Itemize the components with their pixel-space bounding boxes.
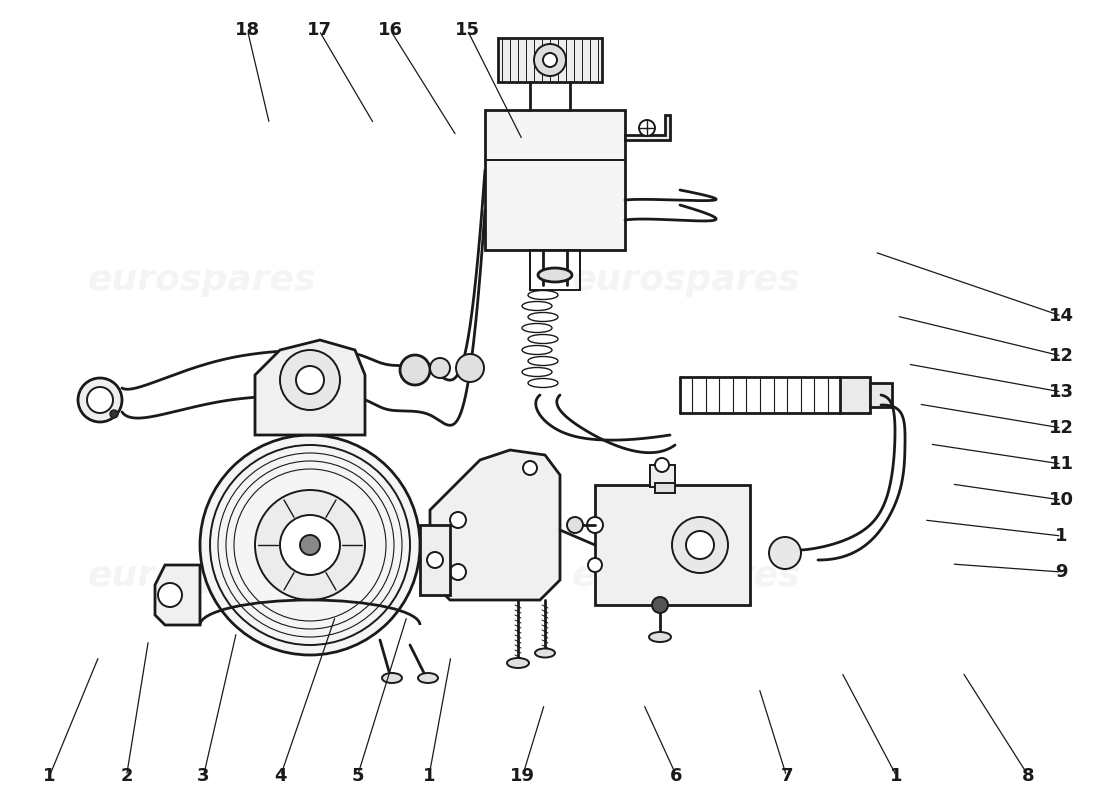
Text: 18: 18 [235,22,260,39]
Circle shape [769,537,801,569]
Bar [654,483,675,493]
Circle shape [158,583,182,607]
Text: 5: 5 [351,767,364,785]
Ellipse shape [382,673,402,683]
Bar [530,250,580,290]
Text: eurospares: eurospares [572,559,801,593]
Text: 1: 1 [422,767,436,785]
Circle shape [639,120,654,136]
Text: 19: 19 [510,767,535,785]
Circle shape [200,435,420,655]
Text: 12: 12 [1049,419,1074,437]
Text: 1: 1 [890,767,903,785]
Circle shape [450,564,466,580]
Text: 10: 10 [1049,491,1074,509]
Bar [650,465,675,487]
Circle shape [280,515,340,575]
Circle shape [543,53,557,67]
Circle shape [652,597,668,613]
Circle shape [450,512,466,528]
Polygon shape [420,525,450,595]
Circle shape [588,558,602,572]
Text: 2: 2 [120,767,133,785]
Circle shape [290,403,300,413]
Text: 1: 1 [1055,527,1068,545]
Ellipse shape [535,649,556,658]
Text: 7: 7 [780,767,793,785]
Ellipse shape [566,517,583,533]
Text: 14: 14 [1049,307,1074,325]
Circle shape [78,378,122,422]
Circle shape [87,387,113,413]
Text: eurospares: eurospares [88,263,317,297]
Bar [485,110,625,250]
Circle shape [302,407,312,417]
Polygon shape [255,340,365,435]
Circle shape [255,490,365,600]
Circle shape [534,44,566,76]
Text: 8: 8 [1022,767,1035,785]
Circle shape [400,355,430,385]
Circle shape [300,535,320,555]
Text: eurospares: eurospares [572,263,801,297]
Circle shape [110,410,118,418]
Circle shape [456,354,484,382]
Circle shape [427,552,443,568]
Circle shape [686,531,714,559]
Text: 3: 3 [197,767,210,785]
Text: 11: 11 [1049,455,1074,473]
Text: 12: 12 [1049,347,1074,365]
Ellipse shape [418,673,438,683]
Circle shape [280,350,340,410]
Circle shape [672,517,728,573]
Text: 9: 9 [1055,563,1068,581]
Polygon shape [625,115,670,140]
Bar [840,377,870,413]
Bar [498,38,602,82]
Text: 6: 6 [670,767,683,785]
Circle shape [296,366,324,394]
Ellipse shape [538,268,572,282]
Ellipse shape [649,632,671,642]
Polygon shape [430,450,560,600]
Polygon shape [155,565,200,625]
Circle shape [587,517,603,533]
Bar [870,383,892,407]
Text: 16: 16 [378,22,403,39]
Text: 13: 13 [1049,383,1074,401]
Text: eurospares: eurospares [88,559,317,593]
Circle shape [654,458,669,472]
Text: 15: 15 [455,22,480,39]
Ellipse shape [507,658,529,668]
Circle shape [522,461,537,475]
Text: 4: 4 [274,767,287,785]
Polygon shape [595,485,750,605]
Text: 17: 17 [307,22,331,39]
Circle shape [430,358,450,378]
Text: 1: 1 [43,767,56,785]
